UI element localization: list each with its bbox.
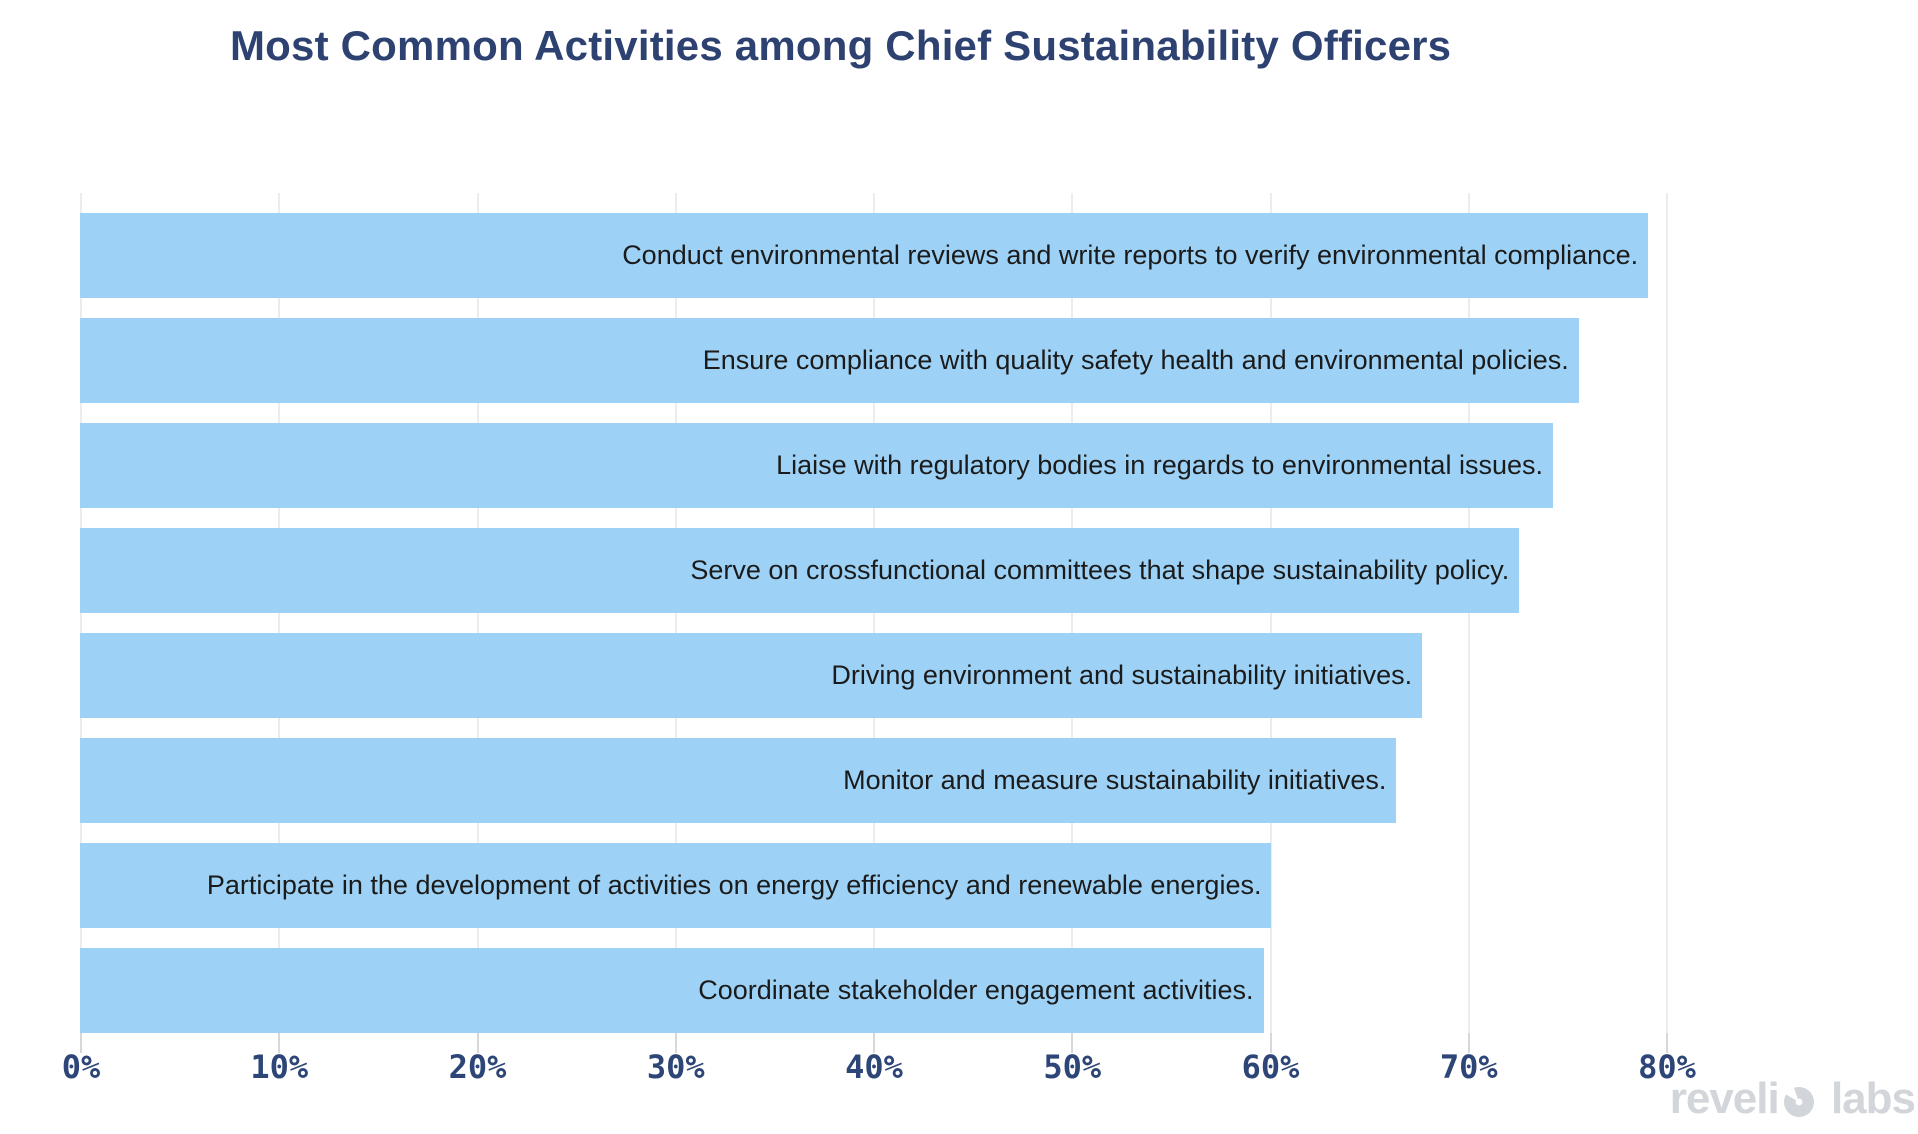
x-tick-label: 70% — [1439, 1048, 1498, 1086]
revelio-logo-circle-icon — [1783, 1087, 1814, 1117]
x-tick-mark — [1467, 1033, 1470, 1053]
bar-label: Ensure compliance with quality safety he… — [702, 345, 1569, 375]
bar-label: Liaise with regulatory bodies in regards… — [776, 450, 1543, 480]
x-tick-label: 20% — [448, 1048, 507, 1086]
x-tick-label: 30% — [646, 1048, 705, 1086]
x-tick-mark — [674, 1033, 677, 1053]
x-tick-label: 40% — [845, 1048, 903, 1086]
bar-label: Serve on crossfunctional committees that… — [690, 555, 1510, 585]
x-tick-mark — [873, 1033, 875, 1053]
bar: Participate in the development of activi… — [80, 843, 1272, 928]
watermark-text-after: labs — [1819, 1074, 1916, 1123]
bar-label: Driving environment and sustainability i… — [831, 660, 1413, 690]
x-tick-label: 50% — [1043, 1048, 1102, 1086]
bar: Monitor and measure sustainability initi… — [80, 738, 1397, 823]
chart-title: Most Common Activities among Chief Susta… — [230, 22, 1452, 69]
bar-label: Participate in the development of activi… — [206, 870, 1262, 900]
x-tick-label: 10% — [250, 1048, 309, 1086]
bar: Ensure compliance with quality safety he… — [80, 318, 1579, 403]
gridline — [1467, 193, 1470, 1033]
watermark-text-before: reveli — [1669, 1074, 1780, 1123]
bar: Driving environment and sustainability i… — [80, 633, 1423, 718]
x-tick-mark — [1071, 1033, 1074, 1053]
x-tick-label: 0% — [61, 1048, 101, 1086]
x-tick-label: 80% — [1638, 1048, 1696, 1086]
gridline — [80, 193, 82, 1033]
plot-area: Conduct environmental reviews and write … — [80, 193, 1880, 1033]
gridline — [1666, 193, 1668, 1033]
x-tick-mark — [476, 1033, 479, 1053]
revelio-labs-watermark: reveli labs — [1669, 1074, 1916, 1124]
gridline — [873, 193, 875, 1033]
bar-label: Monitor and measure sustainability initi… — [843, 765, 1387, 795]
bar-label: Conduct environmental reviews and write … — [622, 240, 1639, 270]
bar: Liaise with regulatory bodies in regards… — [80, 423, 1553, 508]
bar-label: Coordinate stakeholder engagement activi… — [698, 975, 1254, 1005]
x-tick-mark — [278, 1033, 281, 1053]
x-tick-label: 60% — [1241, 1048, 1300, 1086]
x-tick-mark — [1269, 1033, 1272, 1053]
bar: Conduct environmental reviews and write … — [80, 213, 1649, 298]
gridline — [1071, 193, 1074, 1033]
gridline — [278, 193, 281, 1033]
gridline — [674, 193, 677, 1033]
bar: Coordinate stakeholder engagement activi… — [80, 948, 1264, 1033]
x-tick-mark — [1666, 1033, 1668, 1053]
bar: Serve on crossfunctional committees that… — [80, 528, 1520, 613]
x-tick-mark — [80, 1033, 82, 1053]
gridline — [476, 193, 479, 1033]
gridline — [1269, 193, 1272, 1033]
